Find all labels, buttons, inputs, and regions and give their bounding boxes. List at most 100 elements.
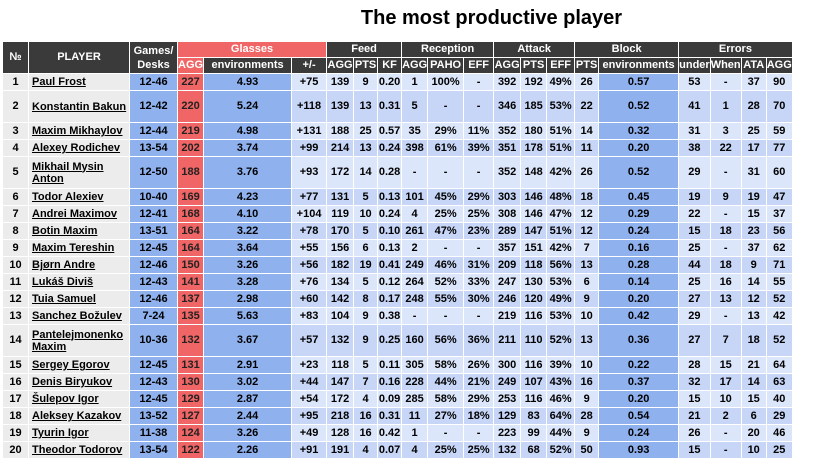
col-header-feed-agg: AGG: [326, 57, 355, 74]
table-cell: 13: [2, 307, 29, 325]
table-cell: 12-41: [129, 205, 178, 223]
table-row: 6 Todor Alexiev 10-40 169 4.23 +77 131 5 0.13 101…: [2, 188, 793, 206]
table-cell: 18: [574, 188, 600, 206]
table-cell: +131: [291, 122, 328, 140]
table-cell: +104: [291, 205, 328, 223]
table-cell: 160: [401, 324, 429, 357]
table-cell: 11%: [463, 122, 495, 140]
table-cell: 0.07: [377, 441, 403, 459]
player-name-cell[interactable]: Šulepov Igor: [28, 390, 130, 408]
table-cell: 44: [678, 256, 711, 274]
table-cell: 124: [176, 424, 205, 442]
player-name-cell[interactable]: Tyurin Igor: [28, 424, 130, 442]
table-cell: 5: [353, 188, 379, 206]
table-cell: 249: [401, 256, 429, 274]
player-name-cell[interactable]: Todor Alexiev: [28, 188, 130, 206]
table-cell: 0.57: [598, 73, 680, 91]
col-header-reception-paho: PAHO: [427, 57, 465, 74]
table-cell: 29%: [463, 390, 495, 408]
player-name-cell[interactable]: Bjørn Andre: [28, 256, 130, 274]
table-cell: 305: [401, 356, 429, 374]
player-name-cell[interactable]: Aleksey Kazakov: [28, 407, 130, 425]
table-cell: 156: [326, 239, 355, 257]
player-name-cell[interactable]: Denis Biryukov: [28, 373, 130, 391]
table-cell: 7: [709, 324, 742, 357]
col-group-errors: Errors: [678, 41, 793, 58]
table-cell: -: [463, 73, 495, 91]
player-name-cell[interactable]: Sergey Egorov: [28, 356, 130, 374]
table-cell: 12-46: [129, 256, 178, 274]
table-cell: 83: [520, 407, 548, 425]
table-cell: 0.42: [598, 307, 680, 325]
col-header-errors-when: When: [709, 57, 742, 74]
table-cell: 4: [401, 441, 429, 459]
player-name-cell[interactable]: Alexey Rodichev: [28, 139, 130, 157]
col-header-feed-kf: KF: [377, 57, 403, 74]
table-cell: 39%: [463, 139, 495, 157]
table-cell: 120: [520, 290, 548, 308]
player-name-cell[interactable]: Tuia Samuel: [28, 290, 130, 308]
table-cell: 0.54: [598, 407, 680, 425]
table-cell: 0.24: [598, 424, 680, 442]
table-cell: 31: [740, 156, 767, 189]
table-cell: 42: [765, 307, 793, 325]
table-cell: 14: [2, 324, 29, 357]
player-name-cell[interactable]: Pantelejmonenko Maxim: [28, 324, 130, 357]
table-cell: 59: [765, 122, 793, 140]
table-cell: 25: [678, 239, 711, 257]
player-name-cell[interactable]: Maxim Mikhaylov: [28, 122, 130, 140]
table-row: 16 Denis Biryukov 12-43 130 3.02 +44 147 7 0.16 2…: [2, 373, 793, 391]
table-cell: 25%: [427, 205, 465, 223]
table-cell: 46: [765, 424, 793, 442]
table-cell: 4.98: [203, 122, 293, 140]
table-cell: 264: [401, 273, 429, 291]
table-cell: 53: [678, 73, 711, 91]
table-cell: 29%: [427, 122, 465, 140]
table-cell: 3.02: [203, 373, 293, 391]
table-cell: 26: [678, 424, 711, 442]
table-cell: 9: [353, 307, 379, 325]
player-name-cell[interactable]: Lukáš Diviš: [28, 273, 130, 291]
table-cell: 13: [574, 256, 600, 274]
table-cell: 11: [401, 407, 429, 425]
table-cell: 21%: [463, 373, 495, 391]
table-cell: 0.16: [377, 373, 403, 391]
table-cell: 12-46: [129, 73, 178, 91]
col-header-attack-agg: AGG: [493, 57, 522, 74]
table-cell: 178: [520, 139, 548, 157]
table-cell: 0.52: [598, 90, 680, 123]
player-name-cell[interactable]: Maxim Tereshin: [28, 239, 130, 257]
table-cell: 182: [326, 256, 355, 274]
table-cell: 1: [401, 73, 429, 91]
player-name-cell[interactable]: Konstantin Bakun: [28, 90, 130, 123]
table-cell: 0.36: [598, 324, 680, 357]
col-header-reception-agg: AGG: [401, 57, 429, 74]
header-sub-row: AGG environments +/- AGG PTS KF AGG PAHO…: [3, 57, 793, 74]
table-cell: +54: [291, 390, 328, 408]
table-cell: 3.64: [203, 239, 293, 257]
table-cell: -: [463, 156, 495, 189]
player-name-cell[interactable]: Paul Frost: [28, 73, 130, 91]
table-cell: 135: [176, 307, 205, 325]
player-name-cell[interactable]: Sanchez Božulev: [28, 307, 130, 325]
table-cell: 3.22: [203, 222, 293, 240]
table-cell: 12-44: [129, 122, 178, 140]
table-cell: 5.63: [203, 307, 293, 325]
col-header-errors-under: under: [678, 57, 711, 74]
table-cell: 9: [709, 188, 742, 206]
table-cell: 47: [765, 188, 793, 206]
table-cell: 131: [176, 356, 205, 374]
table-cell: 27%: [427, 407, 465, 425]
player-name-cell[interactable]: Andrei Maximov: [28, 205, 130, 223]
player-name-cell[interactable]: Mikhail Mysin Anton: [28, 156, 130, 189]
table-cell: 104: [326, 307, 355, 325]
table-cell: 26: [574, 73, 600, 91]
table-cell: 0.24: [377, 205, 403, 223]
player-name-cell[interactable]: Theodor Todorov: [28, 441, 130, 459]
table-cell: 4.23: [203, 188, 293, 206]
table-row: 13 Sanchez Božulev 7-24 135 5.63 +83 104 9 0.38-…: [2, 307, 793, 325]
table-cell: 0.17: [377, 290, 403, 308]
player-name-cell[interactable]: Botin Maxim: [28, 222, 130, 240]
table-cell: 3.28: [203, 273, 293, 291]
table-cell: 0.20: [377, 73, 403, 91]
